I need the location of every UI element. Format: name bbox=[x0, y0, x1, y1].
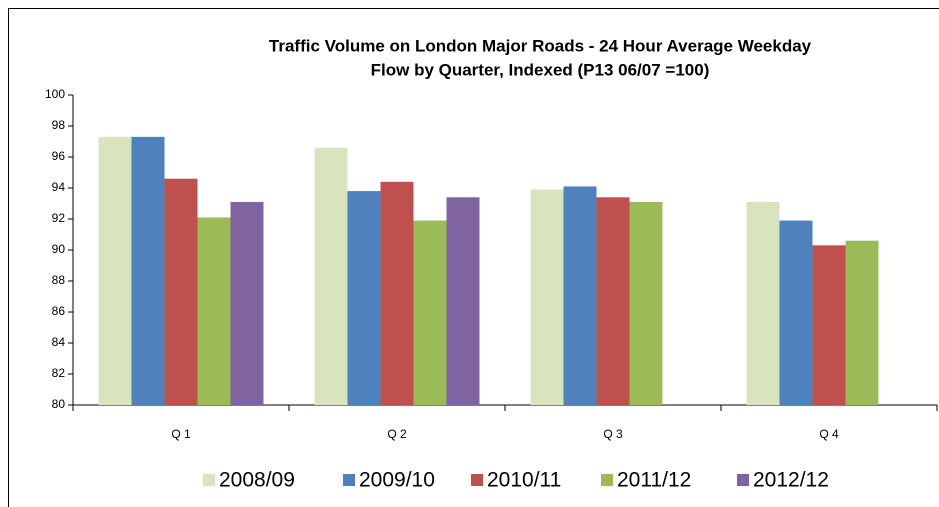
bar bbox=[746, 201, 780, 405]
x-tick-label: Q 1 bbox=[171, 427, 191, 441]
chart-frame bbox=[8, 8, 939, 507]
bar bbox=[629, 201, 663, 405]
y-tick-label: 94 bbox=[52, 180, 66, 194]
bar bbox=[812, 245, 846, 405]
y-tick-label: 88 bbox=[52, 273, 66, 287]
y-tick-label: 84 bbox=[52, 335, 66, 349]
x-tick-label: Q 2 bbox=[387, 427, 407, 441]
legend-label: 2009/10 bbox=[359, 469, 435, 492]
bar bbox=[779, 220, 813, 405]
y-tick-label: 86 bbox=[52, 304, 66, 318]
bar bbox=[563, 186, 597, 405]
bar bbox=[131, 136, 165, 405]
y-tick-label: 82 bbox=[52, 366, 66, 380]
bar bbox=[596, 197, 630, 405]
y-tick-label: 90 bbox=[52, 242, 66, 256]
bar bbox=[413, 220, 447, 405]
bar bbox=[197, 217, 231, 405]
legend-swatch bbox=[737, 474, 749, 486]
chart-title: Flow by Quarter, Indexed (P13 06/07 =100… bbox=[371, 60, 710, 79]
x-tick-label: Q 3 bbox=[603, 427, 623, 441]
y-tick-label: 92 bbox=[52, 211, 66, 225]
bar bbox=[347, 191, 381, 405]
bar bbox=[446, 197, 480, 405]
legend-swatch bbox=[343, 474, 355, 486]
y-tick-label: 80 bbox=[52, 397, 66, 411]
legend-label: 2011/12 bbox=[617, 469, 691, 492]
y-tick-label: 100 bbox=[45, 87, 65, 101]
bar bbox=[314, 147, 348, 405]
legend-label: 2008/09 bbox=[219, 469, 295, 492]
bar bbox=[380, 181, 414, 405]
legend-label: 2010/11 bbox=[487, 469, 561, 492]
y-tick-label: 96 bbox=[52, 149, 66, 163]
bar bbox=[530, 189, 564, 405]
bar bbox=[164, 178, 198, 405]
legend-swatch bbox=[471, 474, 483, 486]
legend-swatch bbox=[203, 474, 215, 486]
bar bbox=[845, 240, 879, 405]
x-tick-label: Q 4 bbox=[819, 427, 839, 441]
legend-label: 2012/12 bbox=[753, 469, 829, 492]
y-tick-label: 98 bbox=[52, 118, 66, 132]
chart-title: Traffic Volume on London Major Roads - 2… bbox=[269, 36, 812, 55]
legend-swatch bbox=[601, 474, 613, 486]
bar bbox=[98, 136, 132, 405]
bar bbox=[230, 201, 264, 405]
